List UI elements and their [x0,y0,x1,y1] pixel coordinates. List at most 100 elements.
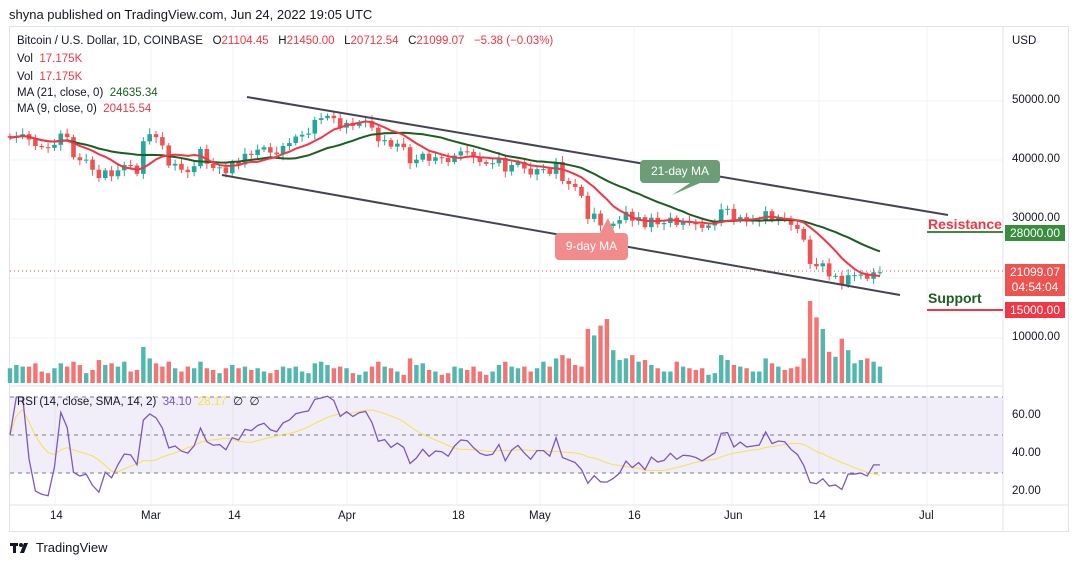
candle-body [274,152,279,155]
volume-bar [363,371,368,383]
volume-bar [471,366,476,383]
volume-bar [503,361,508,383]
candle-body [788,218,794,225]
candle-body [585,195,591,219]
volume-bar [706,374,711,383]
open-label: O [212,35,222,47]
candle-body [401,143,406,148]
volume-bar [801,358,806,383]
candle-body [509,164,514,172]
volume-bar [77,364,83,383]
rsi-label: RSI (14, close, SMA, 14, 2) [17,396,157,408]
volume-bar [731,364,737,383]
volume-bar [211,369,216,383]
volume-bar [287,368,292,383]
candle-body [96,169,102,179]
candle-body [153,134,159,138]
chart-frame [9,26,1069,532]
ma9-callout[interactable]: 9-day MA [555,233,628,260]
ma9-line [9,120,881,278]
candle-body [318,118,324,120]
candle-body [312,119,318,134]
volume-bar [420,363,425,383]
candle-body [331,115,337,119]
volume-bar [230,364,235,383]
legend-rsi[interactable]: RSI (14, close, SMA, 14, 2) 34.10 28.17 … [17,394,260,408]
candle-body [337,118,343,128]
candle-body [287,143,292,147]
candle-body [483,162,489,164]
volume-bar [757,371,762,383]
volume-bar [242,366,248,383]
candle-body [45,147,51,149]
legend-vol-1[interactable]: Vol 17.175K [17,53,82,65]
candle-body [77,157,83,161]
candle-body [839,275,845,285]
volume-bar [687,368,692,383]
volume-bar [338,366,343,383]
ma21-callout[interactable]: 21-day MA [640,160,720,183]
candle-body [223,167,229,174]
volume-bar [217,373,222,383]
volume-bar [693,369,698,383]
ma9-callout-pointer [600,218,615,233]
rsi-tick: 60.00 [1012,409,1041,421]
volume-bar [490,371,495,383]
volume-bar [668,371,673,383]
volume-bar [439,374,444,383]
symbol-title[interactable]: Bitcoin / U.S. Dollar, 1D, COINBASE [17,35,203,47]
candle-body [617,220,622,224]
volume-bar [268,373,273,383]
candle-body [83,159,89,161]
candle-body [306,133,311,135]
volume-bar [274,369,279,383]
ma9-value: 20415.54 [103,103,152,115]
volume-bar [96,360,102,383]
legend-vol-2[interactable]: Vol 17.175K [17,71,82,83]
volume-bar [414,364,419,383]
volume-bar [515,368,521,383]
rsi-tick: 40.00 [1012,447,1041,459]
time-tick: Apr [338,510,356,522]
tradingview-logo[interactable]: TradingView [10,540,108,555]
legend-ma21[interactable]: MA (21, close, 0) 24635.34 [17,87,158,99]
volume-bar [719,355,724,383]
candle-body [58,133,64,145]
support-label[interactable]: Support [928,290,982,306]
candle-body [115,170,121,177]
resistance-label[interactable]: Resistance [928,216,1002,232]
volume-bar [604,319,610,383]
candle-body [249,153,254,155]
candle-body [706,225,711,228]
candle-body [388,140,394,147]
time-tick: Jun [724,510,743,522]
volume-bar [39,371,44,383]
ma21-label: MA (21, close, 0) [17,87,104,99]
candle-body [369,121,375,128]
volume-bar [179,371,184,383]
volume-bar [649,364,654,383]
brand-name: TradingView [36,540,108,555]
volume-bar [141,346,146,383]
low-label: L [344,35,351,47]
volume-bar [877,366,883,383]
support-price-badge: 15000.00 [1005,302,1065,318]
volume-bar [833,356,838,383]
volume-bar [858,360,864,383]
rsi-sma-line [9,408,881,476]
volume-bar [871,361,876,383]
volume-bar [826,351,832,383]
candle-body [280,146,286,155]
resistance-price-badge: 28000.00 [1005,225,1065,241]
candle-body [833,275,838,277]
legend-ma9[interactable]: MA (9, close, 0) 20415.54 [17,103,151,115]
volume-bar [655,368,660,383]
currency-label[interactable]: USD [1012,35,1037,47]
candle-body [725,208,730,210]
volume-bar [153,363,159,383]
volume-bar [433,371,438,383]
legend-ohlc: Bitcoin / U.S. Dollar, 1D, COINBASE O211… [17,35,553,47]
candle-body [522,162,527,169]
volume-bar [198,361,203,383]
